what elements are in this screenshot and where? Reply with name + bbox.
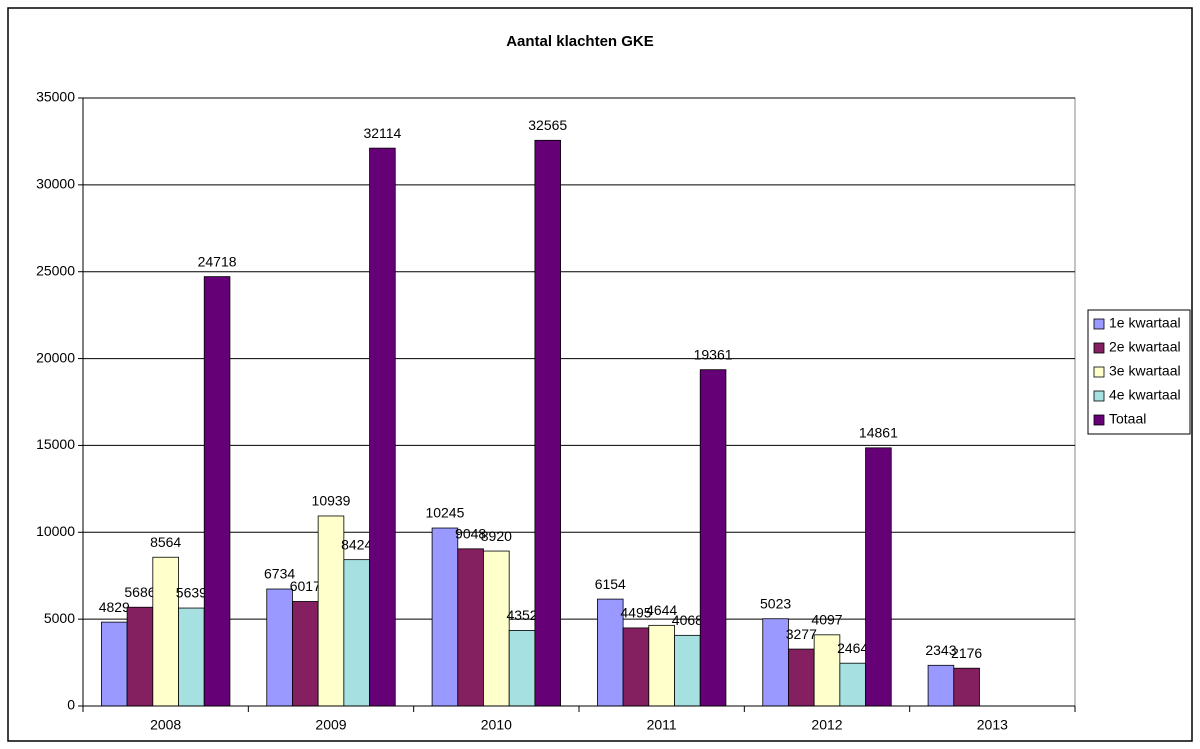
data-label: 6734: [264, 566, 295, 582]
bar: [203, 276, 231, 707]
data-label: 10245: [425, 505, 464, 521]
bar: [622, 627, 650, 707]
data-label: 2464: [837, 640, 868, 656]
y-tick-label: 20000: [36, 349, 75, 365]
bar: [152, 556, 179, 707]
bar: [457, 548, 484, 707]
data-label: 2176: [951, 645, 982, 661]
data-label: 6154: [595, 576, 626, 592]
x-tick-label: 2008: [150, 717, 181, 733]
x-tick-label: 2013: [977, 717, 1008, 733]
bar: [508, 629, 536, 707]
bar: [126, 606, 154, 707]
legend-label: 1e kwartaal: [1109, 315, 1181, 331]
data-label: 4644: [646, 602, 677, 618]
y-tick-label: 25000: [36, 262, 75, 278]
bar: [534, 139, 561, 707]
data-label: 4068: [672, 612, 703, 628]
bar: [317, 515, 345, 707]
bar: [343, 559, 370, 707]
legend-swatch: [1093, 414, 1105, 426]
x-tick-label: 2011: [647, 717, 677, 733]
data-label: 4829: [99, 599, 130, 615]
chart-title: Aantal klachten GKE: [506, 33, 654, 50]
data-label: 8424: [341, 536, 372, 552]
data-label: 32565: [528, 117, 567, 133]
data-label: 5639: [176, 585, 207, 601]
y-tick-label: 30000: [36, 176, 75, 192]
bar: [597, 598, 624, 707]
data-label: 19361: [694, 346, 733, 362]
x-tick-label: 2009: [315, 717, 346, 733]
bar: [648, 624, 675, 707]
y-tick-label: 5000: [44, 610, 75, 626]
bar: [674, 634, 701, 707]
data-label: 4097: [811, 612, 842, 628]
data-label: 4495: [620, 605, 651, 621]
bar: [431, 527, 459, 707]
legend-swatch: [1093, 342, 1105, 354]
legend-swatch: [1093, 318, 1105, 330]
y-tick-label: 35000: [36, 89, 75, 105]
bar: [865, 447, 892, 707]
y-tick-label: 0: [67, 697, 75, 713]
bar: [953, 667, 980, 707]
bar: [788, 648, 815, 707]
bar: [369, 147, 396, 707]
plot-area: [82, 97, 1076, 707]
data-label: 8920: [481, 528, 512, 544]
bar: [813, 634, 841, 707]
data-label: 32114: [363, 125, 401, 141]
data-label: 5686: [124, 584, 155, 600]
data-label: 9048: [455, 526, 486, 542]
y-tick-label: 15000: [36, 436, 75, 452]
legend-swatch: [1093, 366, 1105, 378]
bar: [292, 601, 319, 707]
data-label: 24718: [198, 253, 237, 269]
bar: [762, 618, 789, 707]
x-tick-label: 2010: [481, 717, 512, 733]
legend-box: [1087, 309, 1191, 435]
bar: [483, 550, 510, 707]
data-label: 10939: [312, 493, 351, 509]
legend-label: 3e kwartaal: [1109, 363, 1181, 379]
bar: [839, 662, 866, 707]
legend-label: 4e kwartaal: [1109, 387, 1181, 403]
data-label: 4352: [506, 607, 537, 623]
data-label: 8564: [150, 534, 181, 550]
legend-label: Totaal: [1109, 411, 1146, 427]
data-label: 14861: [859, 425, 898, 441]
bar: [101, 621, 128, 707]
y-tick-label: 10000: [36, 523, 75, 539]
bar: [178, 607, 205, 707]
bar: [699, 369, 727, 707]
bar: [266, 588, 293, 707]
data-label: 5023: [760, 595, 791, 611]
bar: [927, 664, 955, 707]
data-label: 3277: [786, 626, 817, 642]
data-label: 2343: [925, 642, 956, 658]
legend-label: 2e kwartaal: [1109, 339, 1181, 355]
x-tick-label: 2012: [811, 717, 842, 733]
legend-swatch: [1093, 390, 1105, 402]
data-label: 6017: [290, 578, 321, 594]
